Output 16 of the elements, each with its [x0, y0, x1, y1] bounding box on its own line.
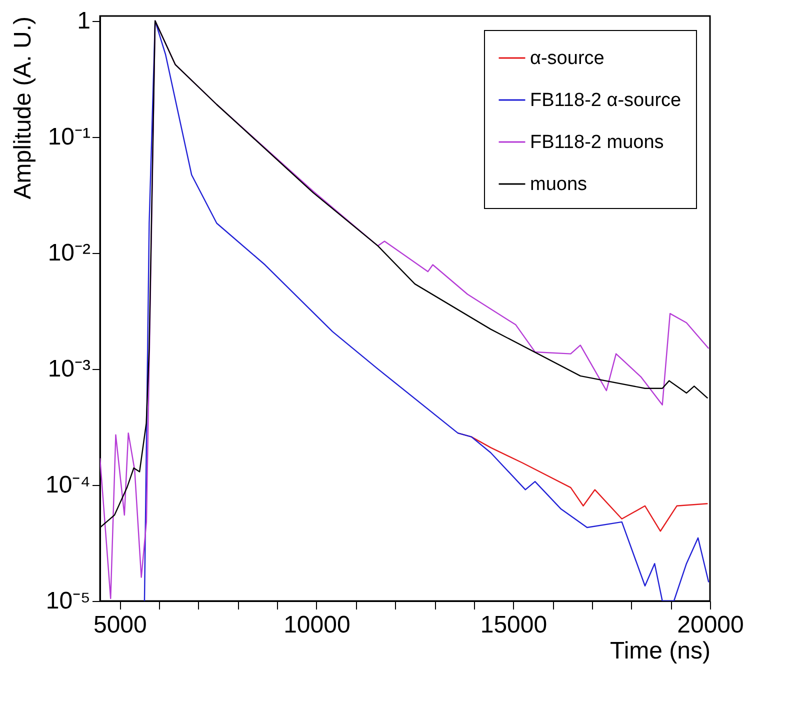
legend-label: α-source	[530, 48, 604, 69]
x-tick-label: 20000	[677, 612, 744, 638]
legend-label: FB118-2 muons	[530, 132, 664, 153]
legend-label: muons	[530, 174, 588, 195]
x-tick-label: 15000	[480, 612, 548, 638]
y-tick-label: 1	[77, 7, 90, 34]
y-axis-title: Amplitude (A. U.)	[9, 16, 36, 200]
x-tick-label: 10000	[284, 612, 350, 638]
y-tick-label: 10⁻¹	[48, 123, 91, 150]
x-tick-label: 5000	[93, 612, 147, 638]
x-axis-title: Time (ns)	[610, 638, 710, 664]
legend-label: FB118-2 α-source	[530, 90, 682, 111]
y-tick-label: 10⁻⁴	[45, 471, 90, 498]
y-tick-label: 10⁻³	[48, 355, 91, 382]
y-tick-label: 10⁻⁵	[46, 588, 90, 614]
y-tick-label: 10⁻²	[48, 239, 91, 266]
